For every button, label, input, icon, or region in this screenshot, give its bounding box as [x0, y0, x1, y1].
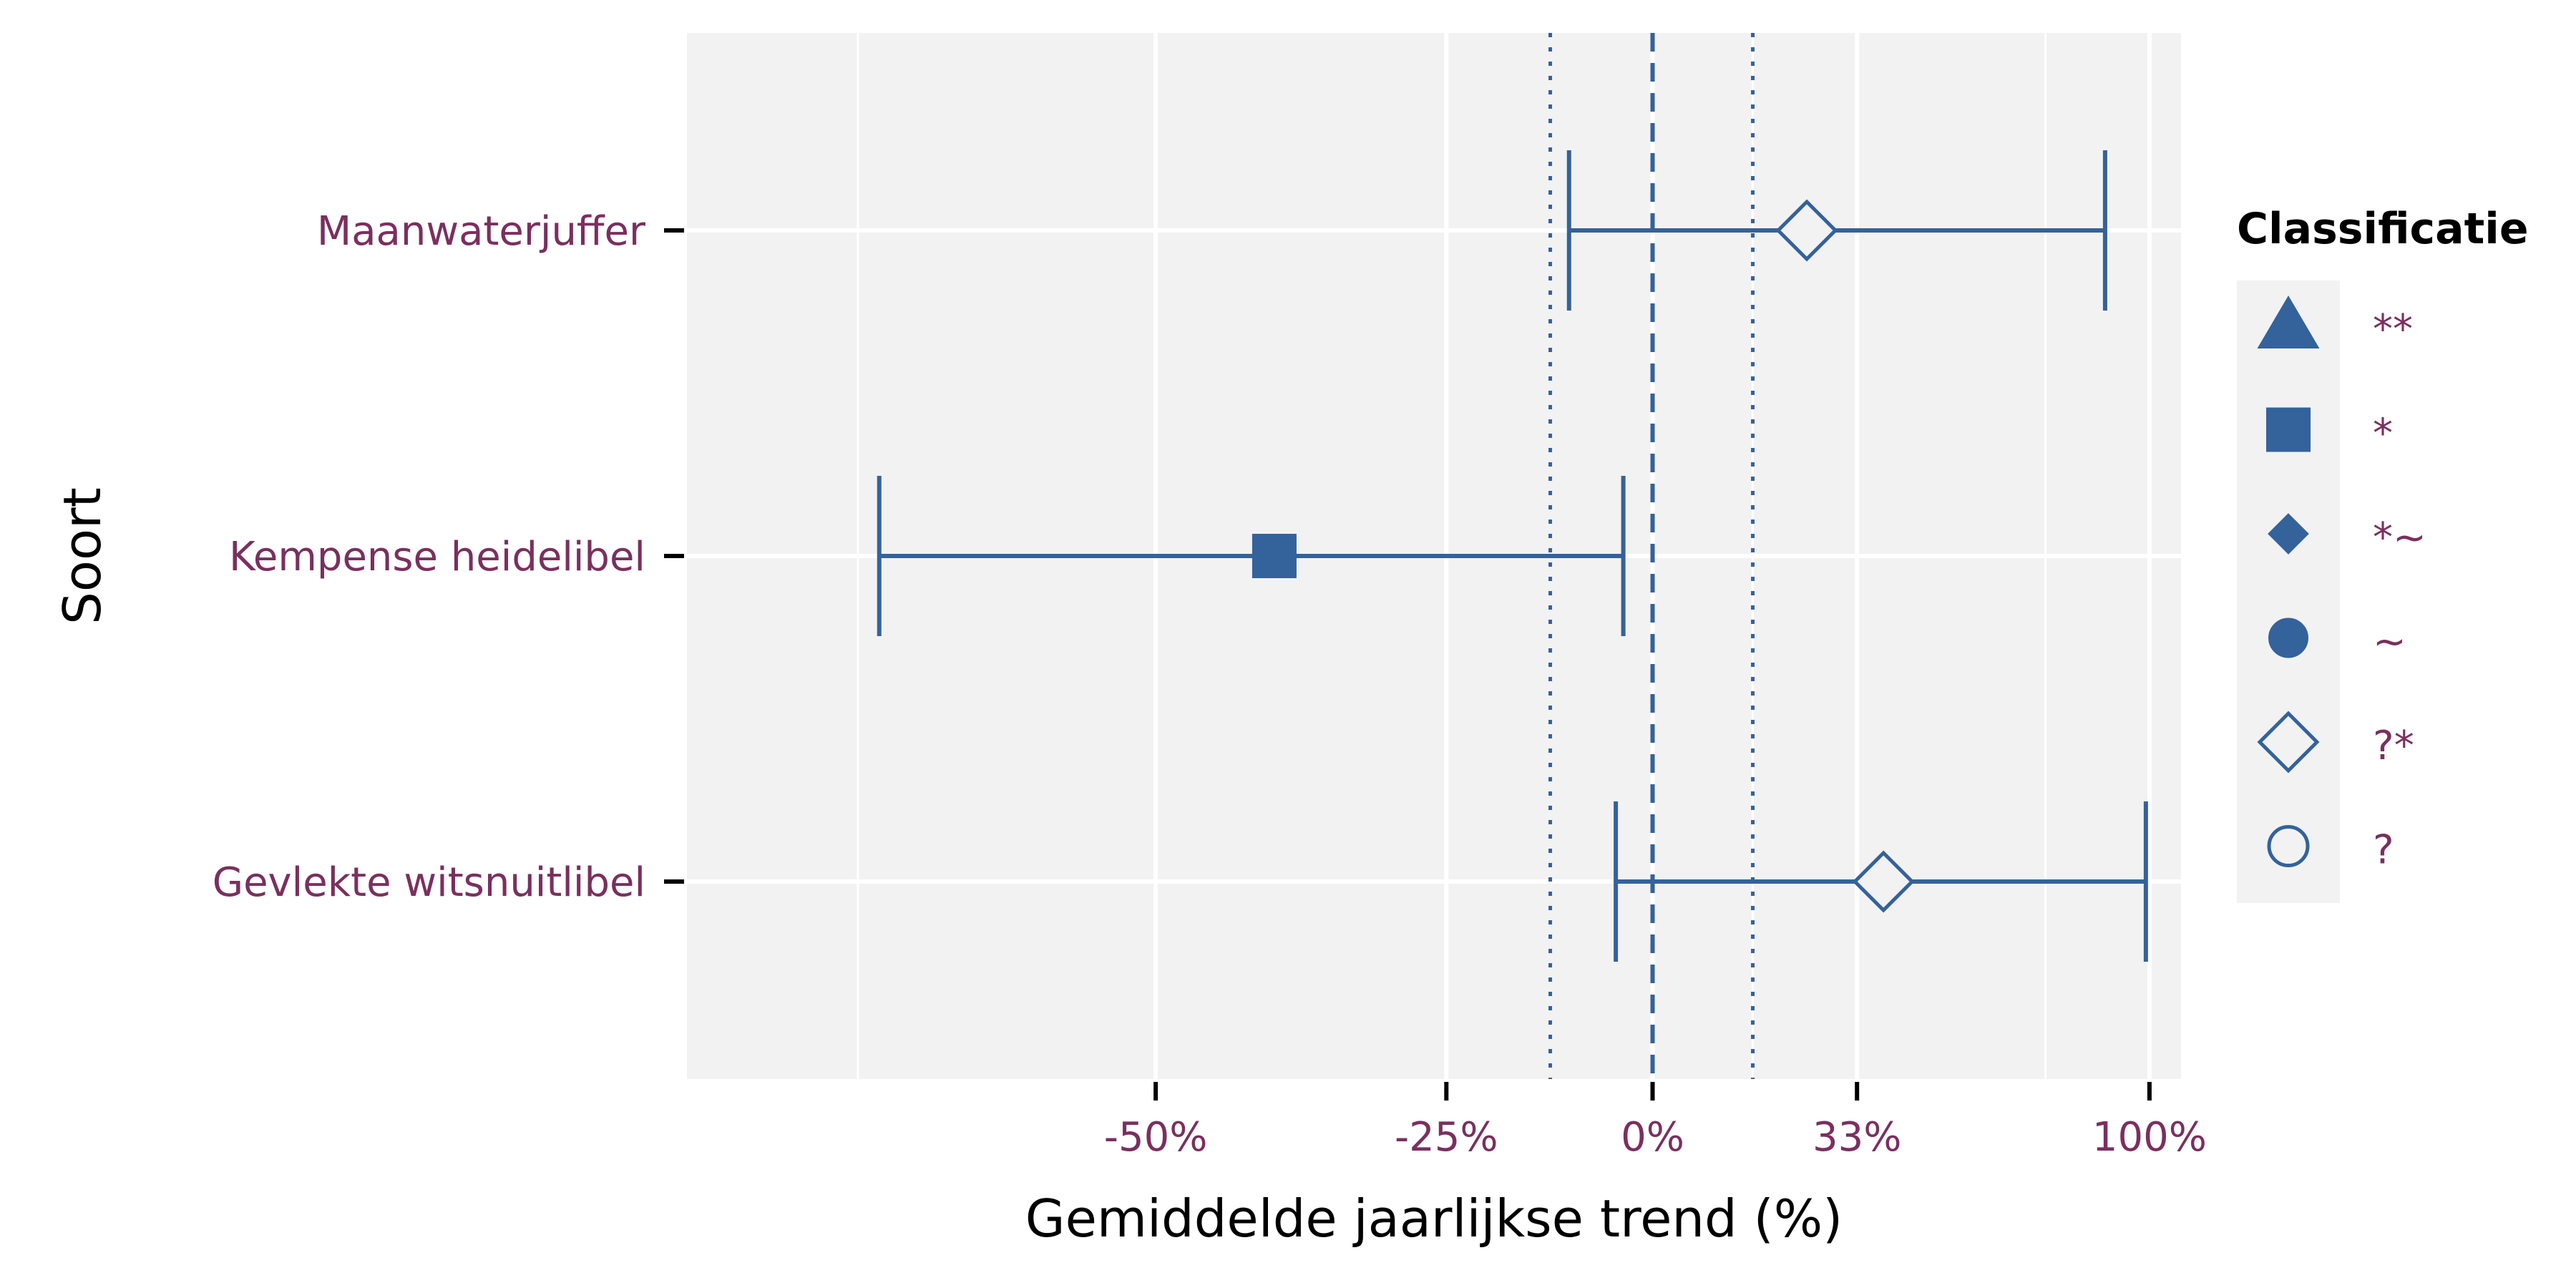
- x-axis: -50% -25% 0% 33% 100%: [1104, 1082, 2207, 1161]
- reference-lines: [1548, 33, 1755, 1079]
- legend-label: *~: [2373, 514, 2426, 561]
- legend-title: Classificatie: [2237, 204, 2529, 254]
- point-marker: [1852, 850, 1915, 913]
- legend-key: [2268, 513, 2309, 555]
- legend-label: ?: [2373, 827, 2394, 874]
- x-tick-label: -50%: [1104, 1114, 1208, 1161]
- legend-label: ?*: [2373, 723, 2414, 769]
- legend-key: [2267, 825, 2310, 867]
- y-axis-title: Soort: [52, 487, 112, 625]
- legend-key: [2257, 296, 2320, 348]
- legend-item: ?: [2267, 825, 2394, 874]
- point-marker: [1775, 199, 1838, 262]
- legend-key: [2268, 618, 2308, 658]
- y-tick-label: Gevlekte witsnuitlibel: [213, 859, 645, 906]
- legend-item: *: [2266, 407, 2393, 457]
- legend-item: ~: [2268, 618, 2406, 665]
- legend-label: ~: [2373, 619, 2406, 665]
- x-tick-label: 33%: [1813, 1114, 1901, 1161]
- legend-key: [2266, 407, 2311, 452]
- legend-key: [2257, 711, 2320, 774]
- errorbar: [877, 476, 1626, 636]
- legend-item: **: [2257, 296, 2413, 353]
- x-axis-title: Gemiddelde jaarlijkse trend (%): [1025, 1189, 1843, 1249]
- legend-item: *~: [2268, 513, 2426, 561]
- x-tick-label: -25%: [1395, 1114, 1498, 1161]
- x-tick-label: 0%: [1621, 1114, 1684, 1161]
- legend-key-background: [2237, 280, 2340, 903]
- y-tick-label: Maanwaterjuffer: [317, 208, 646, 255]
- y-axis: Maanwaterjuffer Kempense heidelibel Gevlek…: [213, 208, 684, 906]
- legend: Classificatie ****~~?*?: [2237, 204, 2529, 903]
- legend-label: *: [2373, 411, 2393, 457]
- errorbars: [877, 150, 2148, 962]
- y-tick-label: Kempense heidelibel: [229, 534, 645, 580]
- point-marker: [1252, 534, 1297, 578]
- legend-label: **: [2373, 306, 2413, 353]
- markers: [1252, 199, 1915, 913]
- legend-item: ?*: [2257, 711, 2414, 774]
- x-tick-label: 100%: [2092, 1114, 2207, 1161]
